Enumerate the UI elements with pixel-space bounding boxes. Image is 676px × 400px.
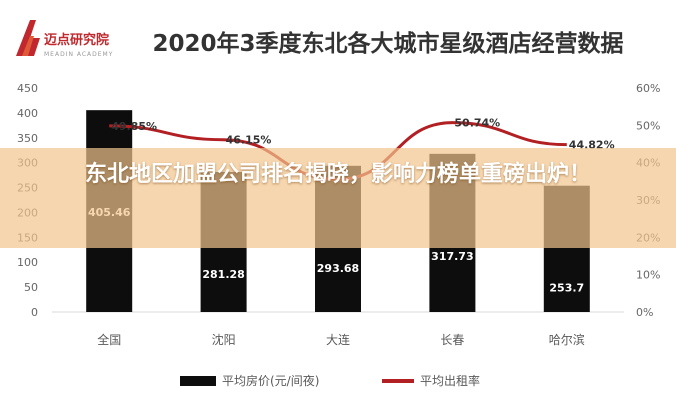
x-tick-label: 长春 — [440, 333, 464, 347]
y-right-tick-label: 0% — [636, 306, 653, 319]
line-data-label: 46.15% — [226, 134, 272, 147]
x-axis-labels: 全国 沈阳 大连 长春 哈尔滨 — [97, 332, 585, 347]
bar-data-label: 253.7 — [549, 282, 584, 295]
y-right-tick-label: 10% — [636, 269, 660, 282]
brand-tagline: MEADIN ACADEMY — [44, 51, 113, 58]
y-left-tick-label: 50 — [24, 281, 38, 294]
legend: 平均房价(元/间夜) 平均出租率 — [180, 373, 480, 388]
legend-label-bar: 平均房价(元/间夜) — [222, 373, 319, 388]
headline-banner — [0, 148, 676, 248]
y-left-tick-label: 100 — [17, 256, 38, 269]
bar-data-label: 317.73 — [431, 250, 473, 263]
line-data-label: 49.85% — [111, 120, 157, 133]
x-tick-label: 哈尔滨 — [549, 332, 585, 347]
legend-label-line: 平均出租率 — [420, 373, 480, 388]
y-left-tick-label: 350 — [17, 132, 38, 145]
y-left-tick-label: 0 — [31, 306, 38, 319]
y-left-tick-label: 400 — [17, 107, 38, 120]
y-right-tick-label: 50% — [636, 119, 660, 132]
brand-logo: 迈点研究院 MEADIN ACADEMY — [16, 20, 113, 58]
chart-title: 2020年3季度东北各大城市星级酒店经营数据 — [152, 30, 623, 57]
y-left-tick-label: 450 — [17, 82, 38, 95]
x-tick-label: 大连 — [326, 332, 350, 347]
bar-data-label: 293.68 — [317, 262, 359, 275]
legend-swatch-bar — [180, 376, 216, 386]
logo-mark-icon — [16, 20, 40, 56]
y-right-tick-label: 60% — [636, 82, 660, 95]
bar-data-label: 281.28 — [202, 268, 244, 281]
headline-text[interactable]: 东北地区加盟公司排名揭晓，影响力榜单重磅出炉！ — [84, 162, 591, 187]
line-data-label: 50.74% — [454, 117, 500, 130]
x-tick-label: 沈阳 — [212, 332, 236, 347]
x-tick-label: 全国 — [97, 332, 121, 347]
brand-name: 迈点研究院 — [44, 32, 109, 48]
